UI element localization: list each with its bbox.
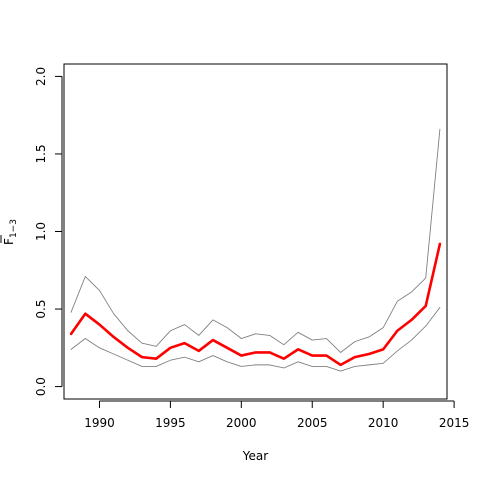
y-tick-label: 0.5 [34, 300, 48, 319]
series-line-estimate [69, 242, 442, 367]
plot-frame [63, 63, 448, 400]
x-axis: 1990 1995 2000 2005 2010 2015 [84, 400, 470, 430]
x-tick-label: 2015 [439, 416, 470, 430]
x-tick-label: 2000 [226, 416, 257, 430]
x-tick-label: 1995 [155, 416, 186, 430]
y-tick-label: 1.5 [34, 144, 48, 163]
series-line-upper [70, 128, 441, 353]
x-tick-label: 2005 [297, 416, 328, 430]
series-layer [69, 128, 442, 372]
y-axis-label: F1−3 [0, 219, 19, 245]
y-tick-label: 1.0 [34, 222, 48, 241]
y-axis: 0.0 0.5 1.0 1.5 2.0 [34, 67, 63, 396]
series-line-lower [70, 307, 441, 372]
x-axis-label: Year [242, 449, 268, 463]
x-tick-label: 1990 [84, 416, 115, 430]
x-tick-label: 2010 [368, 416, 399, 430]
y-tick-label: 2.0 [34, 67, 48, 86]
y-tick-label: 0.0 [34, 377, 48, 396]
y-axis-label-main: F [2, 238, 16, 245]
y-axis-label-subscript: 1−3 [9, 219, 19, 238]
svg-text:F1−3: F1−3 [2, 219, 19, 245]
